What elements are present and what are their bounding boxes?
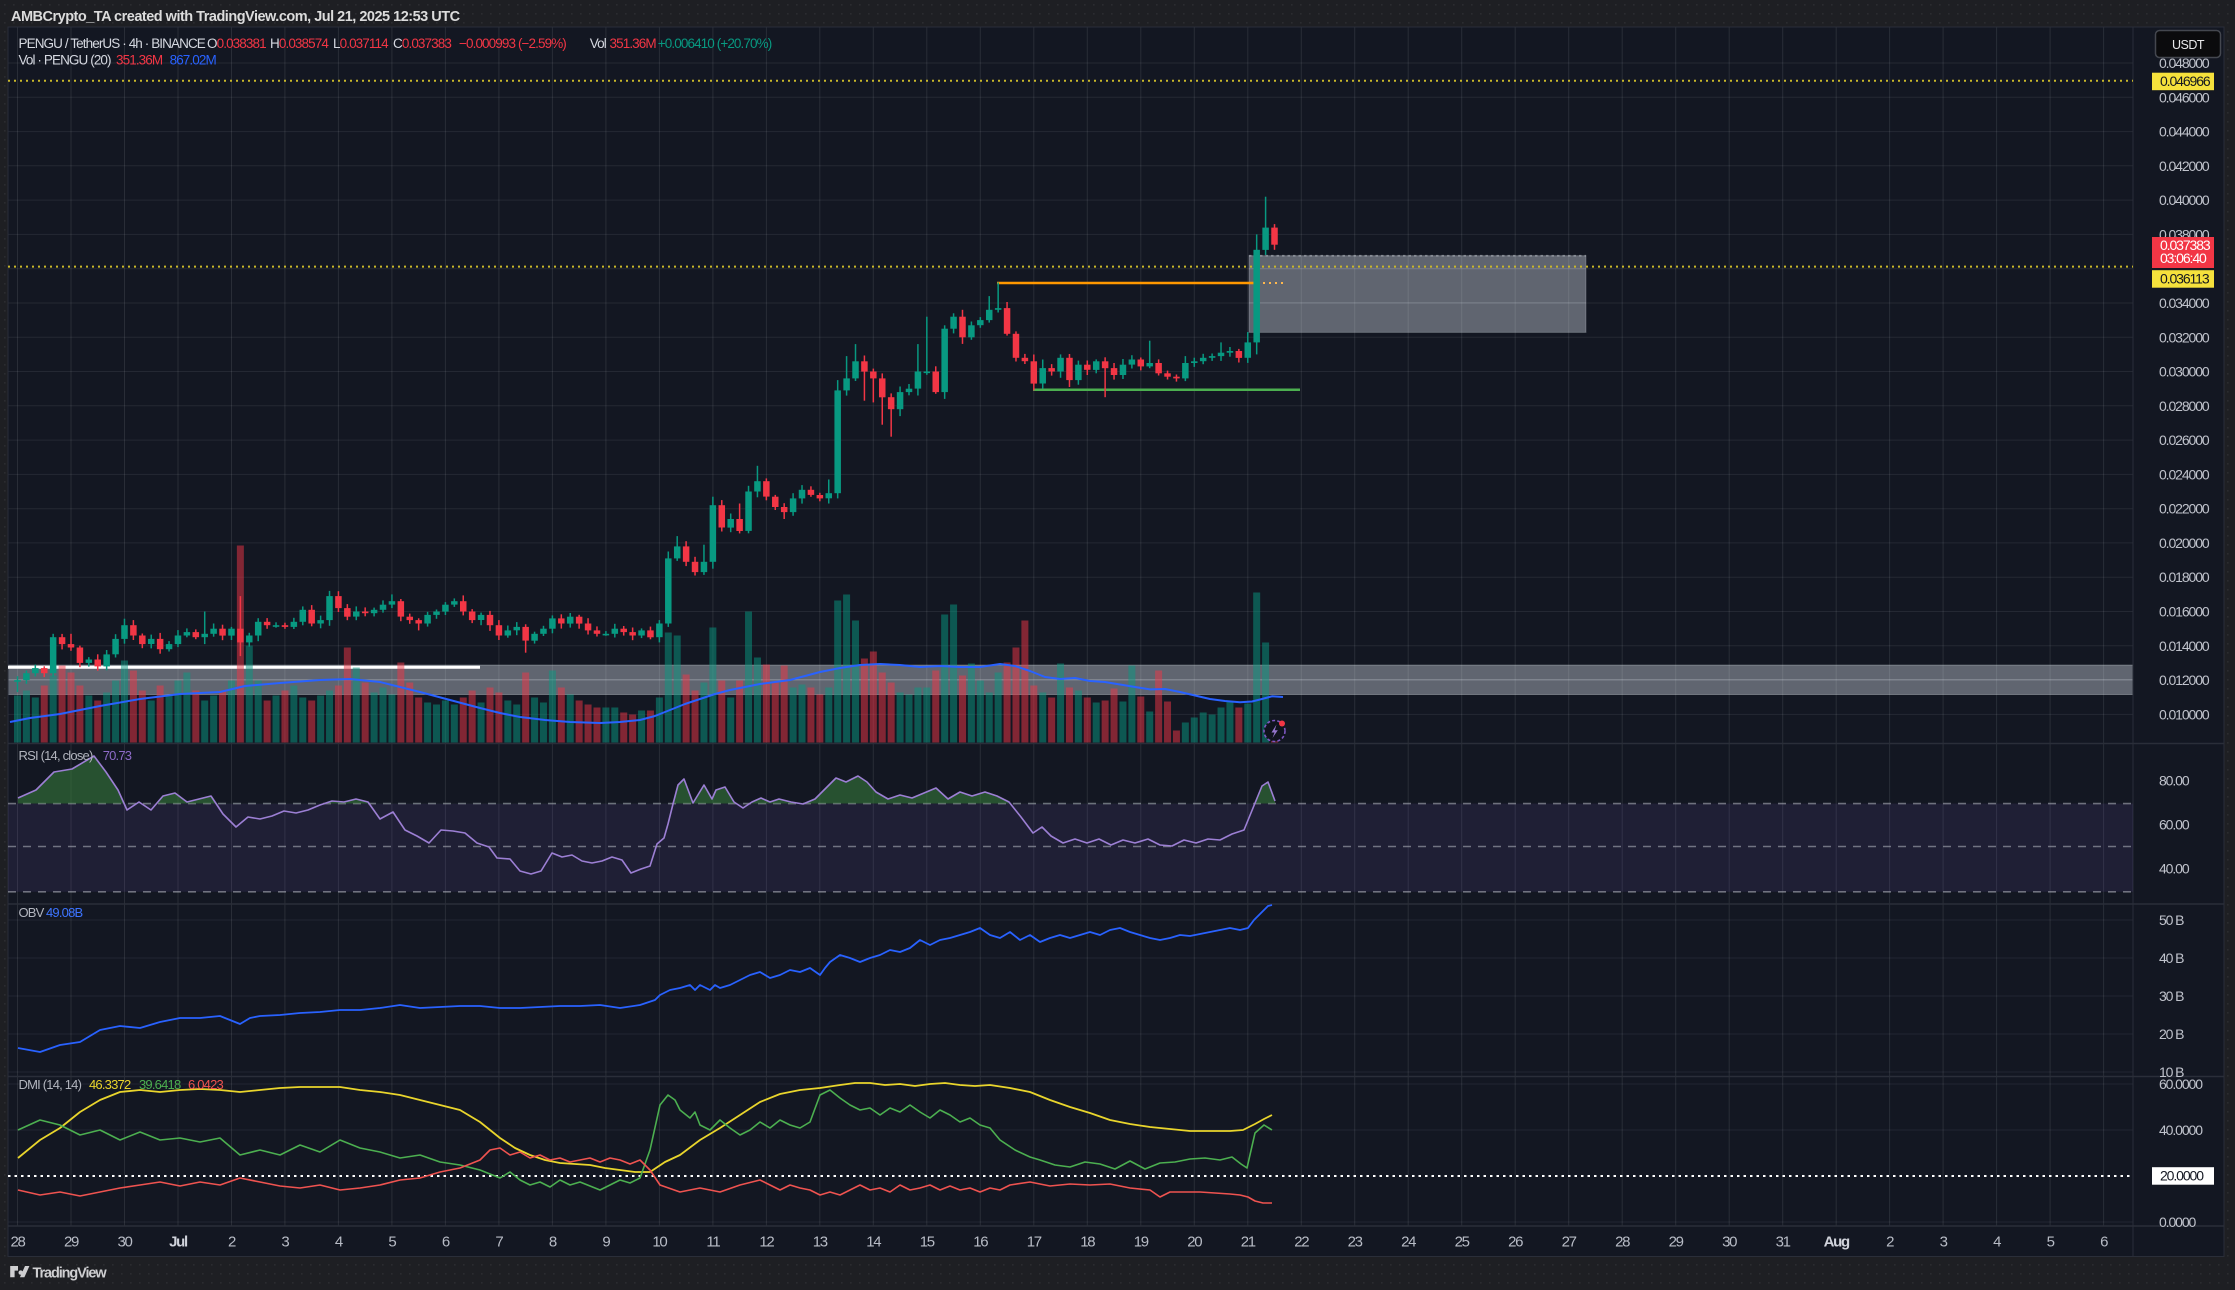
svg-text:0.030000: 0.030000 bbox=[2159, 364, 2210, 380]
svg-text:21: 21 bbox=[1241, 1234, 1256, 1251]
svg-text:0.046000: 0.046000 bbox=[2159, 89, 2210, 105]
svg-text:0.040000: 0.040000 bbox=[2159, 192, 2210, 208]
svg-text:18: 18 bbox=[1080, 1234, 1095, 1251]
svg-text:15: 15 bbox=[920, 1234, 935, 1251]
svg-text:4: 4 bbox=[1993, 1234, 2001, 1251]
svg-text:5: 5 bbox=[2047, 1234, 2055, 1251]
svg-text:0.042000: 0.042000 bbox=[2159, 158, 2210, 174]
svg-text:13: 13 bbox=[813, 1234, 828, 1251]
svg-text:30 B: 30 B bbox=[2159, 988, 2184, 1004]
svg-text:30: 30 bbox=[1722, 1234, 1737, 1251]
svg-text:0.016000: 0.016000 bbox=[2159, 604, 2210, 620]
svg-text:60.0000: 60.0000 bbox=[2159, 1076, 2203, 1092]
svg-text:10 B: 10 B bbox=[2159, 1064, 2184, 1080]
svg-text:0.034000: 0.034000 bbox=[2159, 295, 2210, 311]
svg-text:TradingView: TradingView bbox=[33, 1266, 108, 1282]
svg-text:5: 5 bbox=[388, 1234, 396, 1251]
svg-text:10: 10 bbox=[652, 1234, 667, 1251]
svg-text:23: 23 bbox=[1348, 1234, 1363, 1251]
svg-text:20: 20 bbox=[1187, 1234, 1202, 1251]
svg-text:0.032000: 0.032000 bbox=[2159, 329, 2210, 345]
svg-text:8: 8 bbox=[549, 1234, 557, 1251]
svg-text:2: 2 bbox=[1886, 1234, 1894, 1251]
svg-text:0.036113: 0.036113 bbox=[2160, 270, 2210, 286]
svg-text:0.018000: 0.018000 bbox=[2159, 569, 2210, 585]
svg-text:0.0000: 0.0000 bbox=[2159, 1214, 2197, 1230]
svg-text:4: 4 bbox=[335, 1234, 343, 1251]
svg-text:PENGU / TetherUS · 4h · BINANC: PENGU / TetherUS · 4h · BINANCE O0.038381… bbox=[19, 36, 772, 51]
svg-text:20.0000: 20.0000 bbox=[2160, 1167, 2204, 1183]
svg-text:AMBCrypto_TA created with Trad: AMBCrypto_TA created with TradingView.co… bbox=[11, 9, 461, 25]
svg-text:40.00: 40.00 bbox=[2159, 861, 2190, 877]
svg-text:16: 16 bbox=[973, 1234, 988, 1251]
svg-text:28: 28 bbox=[10, 1234, 25, 1251]
svg-text:6: 6 bbox=[442, 1234, 450, 1251]
svg-text:17: 17 bbox=[1027, 1234, 1042, 1251]
svg-text:03:06:40: 03:06:40 bbox=[2160, 250, 2207, 266]
svg-text:0.010000: 0.010000 bbox=[2159, 706, 2210, 722]
svg-text:25: 25 bbox=[1455, 1234, 1470, 1251]
svg-text:0.014000: 0.014000 bbox=[2159, 638, 2210, 654]
svg-text:26: 26 bbox=[1508, 1234, 1523, 1251]
svg-text:3: 3 bbox=[281, 1234, 289, 1251]
svg-text:24: 24 bbox=[1401, 1234, 1416, 1251]
svg-text:27: 27 bbox=[1562, 1234, 1577, 1251]
svg-text:31: 31 bbox=[1776, 1234, 1791, 1251]
svg-text:22: 22 bbox=[1294, 1234, 1309, 1251]
svg-text:0.037383: 0.037383 bbox=[2160, 237, 2211, 253]
svg-text:40 B: 40 B bbox=[2159, 950, 2184, 966]
svg-text:0.046966: 0.046966 bbox=[2160, 73, 2211, 89]
svg-text:USDT: USDT bbox=[2172, 38, 2205, 52]
svg-text:50 B: 50 B bbox=[2159, 912, 2184, 928]
svg-text:3: 3 bbox=[1940, 1234, 1948, 1251]
svg-text:12: 12 bbox=[759, 1234, 774, 1251]
svg-text:7: 7 bbox=[495, 1234, 503, 1251]
svg-text:0.024000: 0.024000 bbox=[2159, 466, 2210, 482]
svg-text:0.048000: 0.048000 bbox=[2159, 55, 2210, 71]
svg-text:0.026000: 0.026000 bbox=[2159, 432, 2210, 448]
svg-text:14: 14 bbox=[866, 1234, 881, 1251]
svg-text:29: 29 bbox=[1669, 1234, 1684, 1251]
svg-text:2: 2 bbox=[228, 1234, 236, 1251]
svg-text:9: 9 bbox=[602, 1234, 610, 1251]
svg-text:0.044000: 0.044000 bbox=[2159, 124, 2210, 140]
svg-text:Jul: Jul bbox=[169, 1234, 188, 1251]
svg-text:30: 30 bbox=[117, 1234, 132, 1251]
svg-text:80.00: 80.00 bbox=[2159, 772, 2190, 788]
svg-text:6: 6 bbox=[2100, 1234, 2108, 1251]
svg-text:Aug: Aug bbox=[1824, 1234, 1850, 1251]
svg-text:19: 19 bbox=[1134, 1234, 1149, 1251]
svg-text:RSI (14, close)70.73: RSI (14, close) 70.73 bbox=[19, 748, 132, 763]
svg-text:28: 28 bbox=[1615, 1234, 1630, 1251]
svg-text:0.028000: 0.028000 bbox=[2159, 398, 2210, 414]
svg-text:40.0000: 40.0000 bbox=[2159, 1122, 2203, 1138]
svg-text:29: 29 bbox=[64, 1234, 79, 1251]
svg-text:0.020000: 0.020000 bbox=[2159, 535, 2210, 551]
svg-text:0.012000: 0.012000 bbox=[2159, 672, 2210, 688]
svg-text:11: 11 bbox=[706, 1234, 720, 1251]
svg-text:60.00: 60.00 bbox=[2159, 817, 2190, 833]
svg-text:20 B: 20 B bbox=[2159, 1026, 2184, 1042]
svg-text:0.022000: 0.022000 bbox=[2159, 501, 2210, 517]
